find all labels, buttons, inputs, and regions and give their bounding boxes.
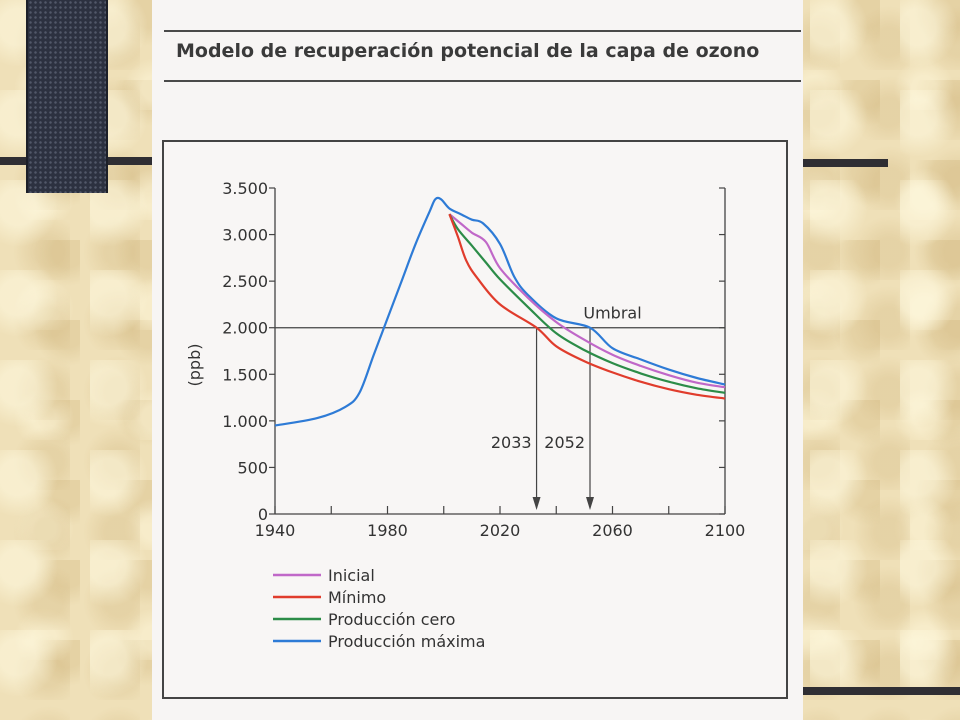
annotation-arrowhead-2052 [586,497,594,510]
series-line-3 [274,196,726,427]
decorative-bar-top-right [800,159,888,167]
ozone-recovery-chart: 0 500 1.000 1.500 2.000 2.500 3.000 3.500 1940 19… [185,179,746,651]
y-tick-label: 1.000 [222,412,268,431]
legend-label: Inicial [328,566,375,585]
x-tick-label: 2100 [705,521,746,540]
y-tick-label: 1.500 [222,365,268,384]
y-tick-label: 3.500 [222,179,268,198]
y-tick-label: 500 [237,458,268,477]
annotation-label-2033: 2033 [491,433,532,452]
series-line-2 [448,213,726,394]
legend-label: Producción cero [328,610,455,629]
y-tick-label: 3.000 [222,226,268,245]
x-tick-label: 1980 [367,521,408,540]
annotation-arrowhead-2033 [532,497,541,510]
chart-page: Modelo de recuperación potencial de la c… [152,0,803,720]
title-bottom-rule [164,80,801,82]
decorative-block [26,0,108,193]
y-axis-label: (ppb) [185,344,204,387]
threshold-label: Umbral [583,304,641,323]
x-tick-label: 1940 [255,521,296,540]
chart-frame: 0 500 1.000 1.500 2.000 2.500 3.000 3.500 1940 19… [162,140,788,699]
x-tick-label: 2020 [480,521,521,540]
y-tick-label: 2.000 [222,319,268,338]
x-tick-label: 2060 [592,521,633,540]
y-tick-label: 0 [258,505,268,524]
series-line-1 [448,213,726,400]
series-line-0 [448,213,726,389]
decorative-bar-bottom-right [800,687,960,695]
annotation-label-2052: 2052 [544,433,585,452]
title-top-rule [164,30,801,32]
legend-label: Producción máxima [328,632,485,651]
y-tick-label: 2.500 [222,272,268,291]
legend-label: Mínimo [328,588,386,607]
chart-title: Modelo de recuperación potencial de la c… [176,40,760,62]
